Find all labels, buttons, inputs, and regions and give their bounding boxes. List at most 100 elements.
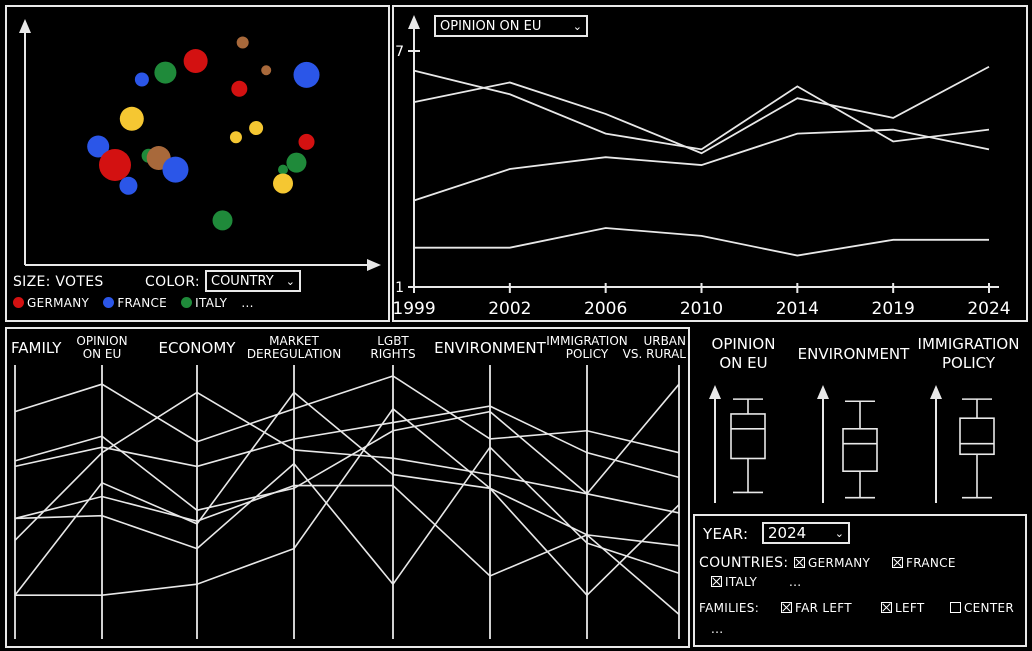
scatter-panel: SIZE: VOTES COLOR: COUNTRY ⌄ GERMANY FRA… [5,5,390,322]
scatter-point[interactable] [183,49,208,74]
scatter-point[interactable] [87,135,110,158]
scatter-point[interactable] [278,164,288,175]
pc-axis-label: IMMIGRATION [546,334,628,348]
legend-item-germany: GERMANY [13,296,89,310]
series-line-2[interactable] [413,65,990,155]
scatter-plot [19,19,381,271]
legend-dot-france [103,297,115,308]
year-label: YEAR: [703,525,749,543]
color-select[interactable]: COUNTRY ⌄ [205,270,301,292]
checkbox-unchecked-icon[interactable] [950,602,961,613]
x-tick-label: 1999 [394,299,436,319]
scatter-point[interactable] [249,121,264,136]
pc-axis-label: OPINION [76,334,127,348]
pc-axis-label: VS. RURAL [623,347,687,361]
scatter-point[interactable] [273,173,293,194]
pc-polyline[interactable] [14,405,680,479]
pc-polyline[interactable] [14,484,680,615]
pc-axis-label: RIGHTS [370,347,415,361]
pc-axis-label: URBAN [643,334,686,348]
y-tick-label: 7 [395,44,404,60]
year-select[interactable]: 2024 ⌄ [762,522,850,544]
checkbox-checked-icon[interactable] [794,557,805,568]
size-encoding-label: SIZE: VOTES [13,274,104,290]
x-tick-label: 2019 [872,299,915,319]
series-line-3[interactable] [413,128,990,202]
x-tick-label: 2006 [584,299,627,319]
boxplot-box[interactable] [842,428,878,473]
family-label-left: LEFT [895,601,925,615]
country-checkbox-italy[interactable]: ITALY [711,575,757,589]
line-chart-panel: 1999 2002 2006 2010 2014 2019 2024 1 7 OPINION O… [392,5,1028,322]
legend-dot-germany [13,297,24,308]
line-y-arrow-icon [408,15,420,29]
scatter-point[interactable] [119,106,144,131]
legend-label-france: FRANCE [117,296,168,310]
country-label-germany: GERMANY [808,556,871,570]
family-checkbox-far-left[interactable]: FAR LEFT [781,601,852,615]
family-checkbox-center[interactable]: CENTER [950,601,1014,615]
series-line-1[interactable] [413,69,990,151]
scatter-point[interactable] [229,131,242,144]
pc-axis-label: POLICY [566,347,609,361]
scatter-point[interactable] [119,176,138,195]
series-line-4[interactable] [414,227,989,257]
scatter-point[interactable] [212,210,233,231]
y-variable-value: OPINION ON EU [440,18,542,34]
pc-polyline[interactable] [14,445,680,586]
x-tick-label: 2010 [680,299,723,319]
countries-more: ... [789,575,802,589]
country-checkbox-france[interactable]: FRANCE [892,556,956,570]
chevron-down-icon: ⌄ [285,274,295,288]
checkbox-checked-icon[interactable] [881,602,892,613]
scatter-point[interactable] [298,133,315,150]
country-checkbox-germany[interactable]: GERMANY [794,556,870,570]
parallel-coordinates-panel: FAMILY OPINION ON EU ECONOMY MARKET DEREGULAT… [5,327,690,648]
family-checkbox-left[interactable]: LEFT [881,601,925,615]
checkbox-checked-icon[interactable] [711,576,722,587]
arrow-up-icon [817,385,829,399]
scatter-point[interactable] [236,36,249,49]
family-label-far-left: FAR LEFT [795,601,852,615]
legend-item-france: FRANCE [103,296,167,310]
legend-label-italy: ITALY [195,296,228,310]
pc-axis-label: LGBT [377,334,409,348]
pc-polyline[interactable] [14,383,680,512]
pc-polyline[interactable] [14,391,680,541]
pc-polyline[interactable] [14,375,680,454]
legend-dot-italy [181,297,193,308]
scatter-point[interactable] [154,61,177,84]
scatter-point[interactable] [293,61,320,88]
checkbox-checked-icon[interactable] [892,557,903,568]
pc-axis-label: DEREGULATION [247,347,341,361]
x-tick-label: 2024 [967,299,1010,319]
pc-axis-label: ENVIRONMENT [434,339,546,357]
boxplot-label: ON EU [719,354,767,372]
country-label-france: FRANCE [906,556,956,570]
country-label-italy: ITALY [725,575,758,589]
scatter-point[interactable] [134,72,149,87]
families-label: FAMILIES: [699,601,760,615]
boxplot-box[interactable] [959,417,995,456]
line-chart: 1999 2002 2006 2010 2014 2019 2024 1 7 [394,15,1011,319]
scatter-point[interactable] [162,156,189,183]
arrow-up-icon [930,385,942,399]
pc-polyline[interactable] [15,407,680,597]
scatter-point[interactable] [286,152,307,173]
y-variable-select[interactable]: OPINION ON EU ⌄ [434,15,588,37]
scatter-point[interactable] [231,80,248,97]
filter-panel: YEAR: 2024 ⌄ COUNTRIES: GERMANY FRANCE I… [693,514,1027,647]
scatter-point[interactable] [261,65,272,76]
scatter-point[interactable] [99,148,131,181]
arrow-up-icon [709,385,721,399]
legend-more: ... [241,296,254,310]
chevron-down-icon: ⌄ [834,526,844,540]
year-select-value: 2024 [768,524,807,542]
checkbox-checked-icon[interactable] [781,602,792,613]
boxplot-box[interactable] [730,413,766,460]
legend-label-germany: GERMANY [27,296,90,310]
boxplot-label: POLICY [942,354,996,372]
pc-polyline[interactable] [14,391,680,596]
